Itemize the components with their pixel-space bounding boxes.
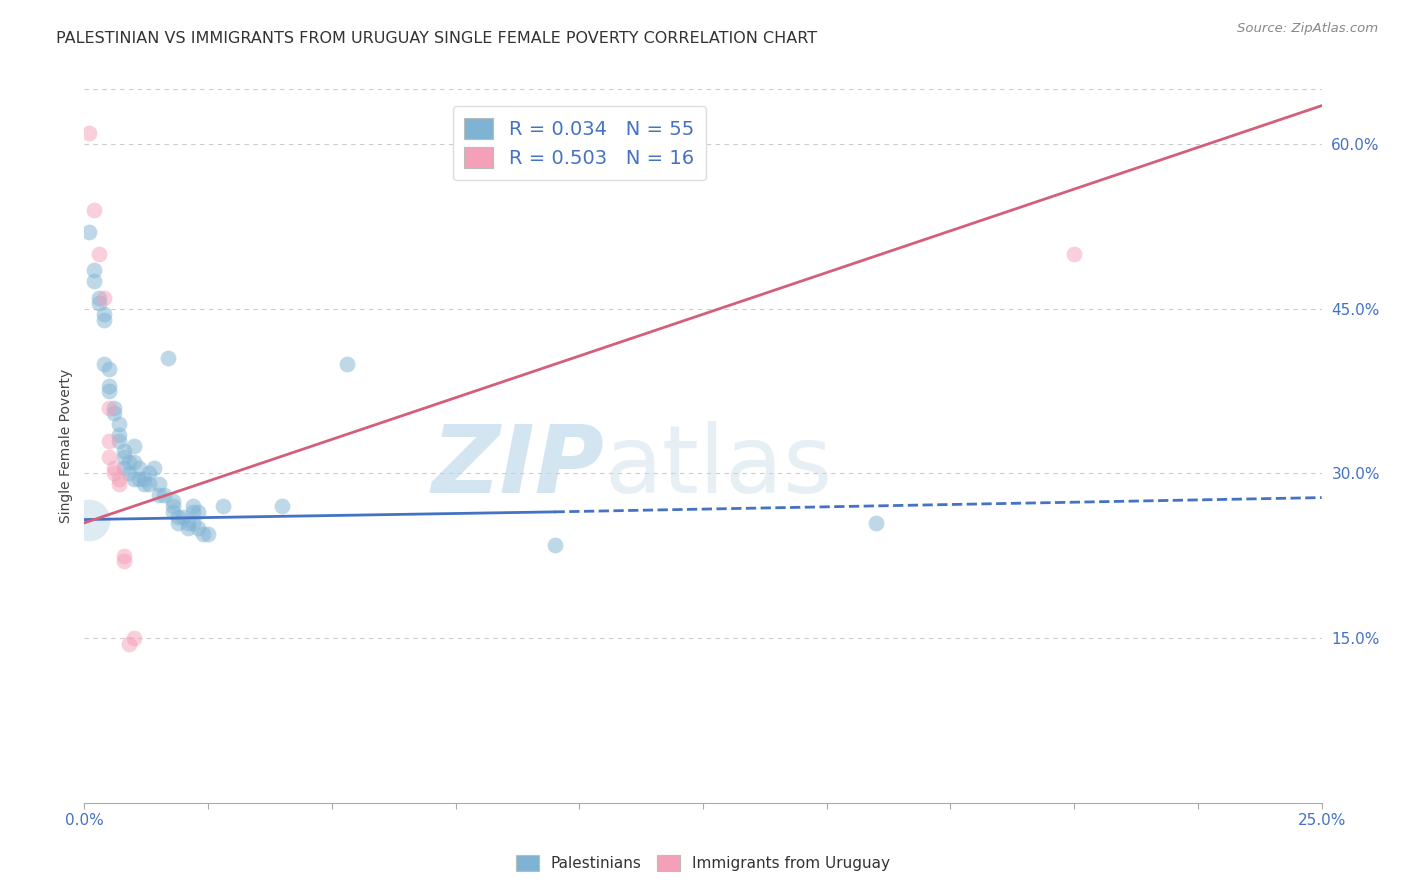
Point	[98, 401, 121, 415]
Point	[83, 274, 105, 288]
Point	[112, 444, 135, 458]
Point	[162, 505, 184, 519]
Point	[162, 494, 184, 508]
Text: atlas: atlas	[605, 421, 832, 514]
Point	[138, 477, 160, 491]
Point	[122, 631, 145, 645]
Point	[118, 455, 141, 469]
Point	[138, 467, 160, 481]
Point	[103, 401, 125, 415]
Point	[157, 351, 180, 366]
Point	[112, 461, 135, 475]
Point	[167, 516, 190, 530]
Point	[108, 477, 131, 491]
Point	[112, 549, 135, 563]
Point	[197, 526, 219, 541]
Point	[865, 516, 887, 530]
Point	[108, 428, 131, 442]
Point	[148, 488, 170, 502]
Point	[112, 554, 135, 568]
Point	[162, 500, 184, 514]
Point	[108, 434, 131, 448]
Point	[93, 312, 115, 326]
Point	[122, 455, 145, 469]
Point	[112, 450, 135, 464]
Point	[118, 637, 141, 651]
Point	[167, 510, 190, 524]
Point	[128, 472, 150, 486]
Point	[187, 521, 209, 535]
Point	[103, 461, 125, 475]
Point	[152, 488, 174, 502]
Point	[93, 291, 115, 305]
Point	[83, 263, 105, 277]
Point	[172, 510, 194, 524]
Point	[132, 472, 155, 486]
Point	[132, 477, 155, 491]
Point	[89, 247, 111, 261]
Point	[79, 512, 101, 526]
Point	[98, 384, 121, 398]
Point	[103, 467, 125, 481]
Point	[108, 472, 131, 486]
Text: Source: ZipAtlas.com: Source: ZipAtlas.com	[1237, 22, 1378, 36]
Point	[148, 477, 170, 491]
Point	[142, 461, 165, 475]
Point	[212, 500, 235, 514]
Point	[181, 516, 204, 530]
Point	[191, 526, 214, 541]
Y-axis label: Single Female Poverty: Single Female Poverty	[59, 369, 73, 523]
Point	[181, 500, 204, 514]
Point	[79, 126, 101, 140]
Legend: Palestinians, Immigrants from Uruguay: Palestinians, Immigrants from Uruguay	[509, 849, 897, 877]
Point	[177, 516, 200, 530]
Point	[89, 291, 111, 305]
Point	[93, 307, 115, 321]
Point	[98, 362, 121, 376]
Point	[122, 472, 145, 486]
Point	[118, 467, 141, 481]
Text: ZIP: ZIP	[432, 421, 605, 514]
Point	[181, 505, 204, 519]
Point	[128, 461, 150, 475]
Point	[336, 357, 359, 371]
Text: PALESTINIAN VS IMMIGRANTS FROM URUGUAY SINGLE FEMALE POVERTY CORRELATION CHART: PALESTINIAN VS IMMIGRANTS FROM URUGUAY S…	[56, 31, 817, 46]
Point	[93, 357, 115, 371]
Point	[98, 450, 121, 464]
Point	[1063, 247, 1085, 261]
Point	[83, 202, 105, 217]
Point	[187, 505, 209, 519]
Point	[98, 378, 121, 392]
Point	[79, 225, 101, 239]
Point	[89, 296, 111, 310]
Point	[108, 417, 131, 431]
Point	[543, 538, 565, 552]
Point	[271, 500, 294, 514]
Point	[98, 434, 121, 448]
Point	[122, 439, 145, 453]
Point	[103, 406, 125, 420]
Point	[177, 521, 200, 535]
